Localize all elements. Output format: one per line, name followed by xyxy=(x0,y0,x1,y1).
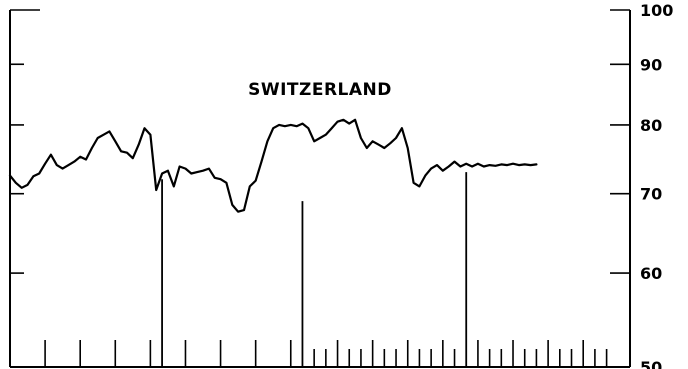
x-axis-ticks xyxy=(44,340,608,367)
y-tick-label-60: 60 xyxy=(640,264,662,283)
y-tick-label-70: 70 xyxy=(640,185,662,204)
y-tick-label-90: 90 xyxy=(640,55,662,74)
y-axis-tick-labels: 100 90 80 70 60 50 xyxy=(640,1,673,369)
y-tick-label-100: 100 xyxy=(640,1,673,20)
chart-title: SWITZERLAND xyxy=(248,80,392,100)
y-tick-label-80: 80 xyxy=(640,116,662,135)
reference-lines xyxy=(161,172,468,367)
chart-axes xyxy=(9,9,631,368)
series-line xyxy=(8,118,538,213)
y-tick-label-50: 50 xyxy=(640,358,662,369)
